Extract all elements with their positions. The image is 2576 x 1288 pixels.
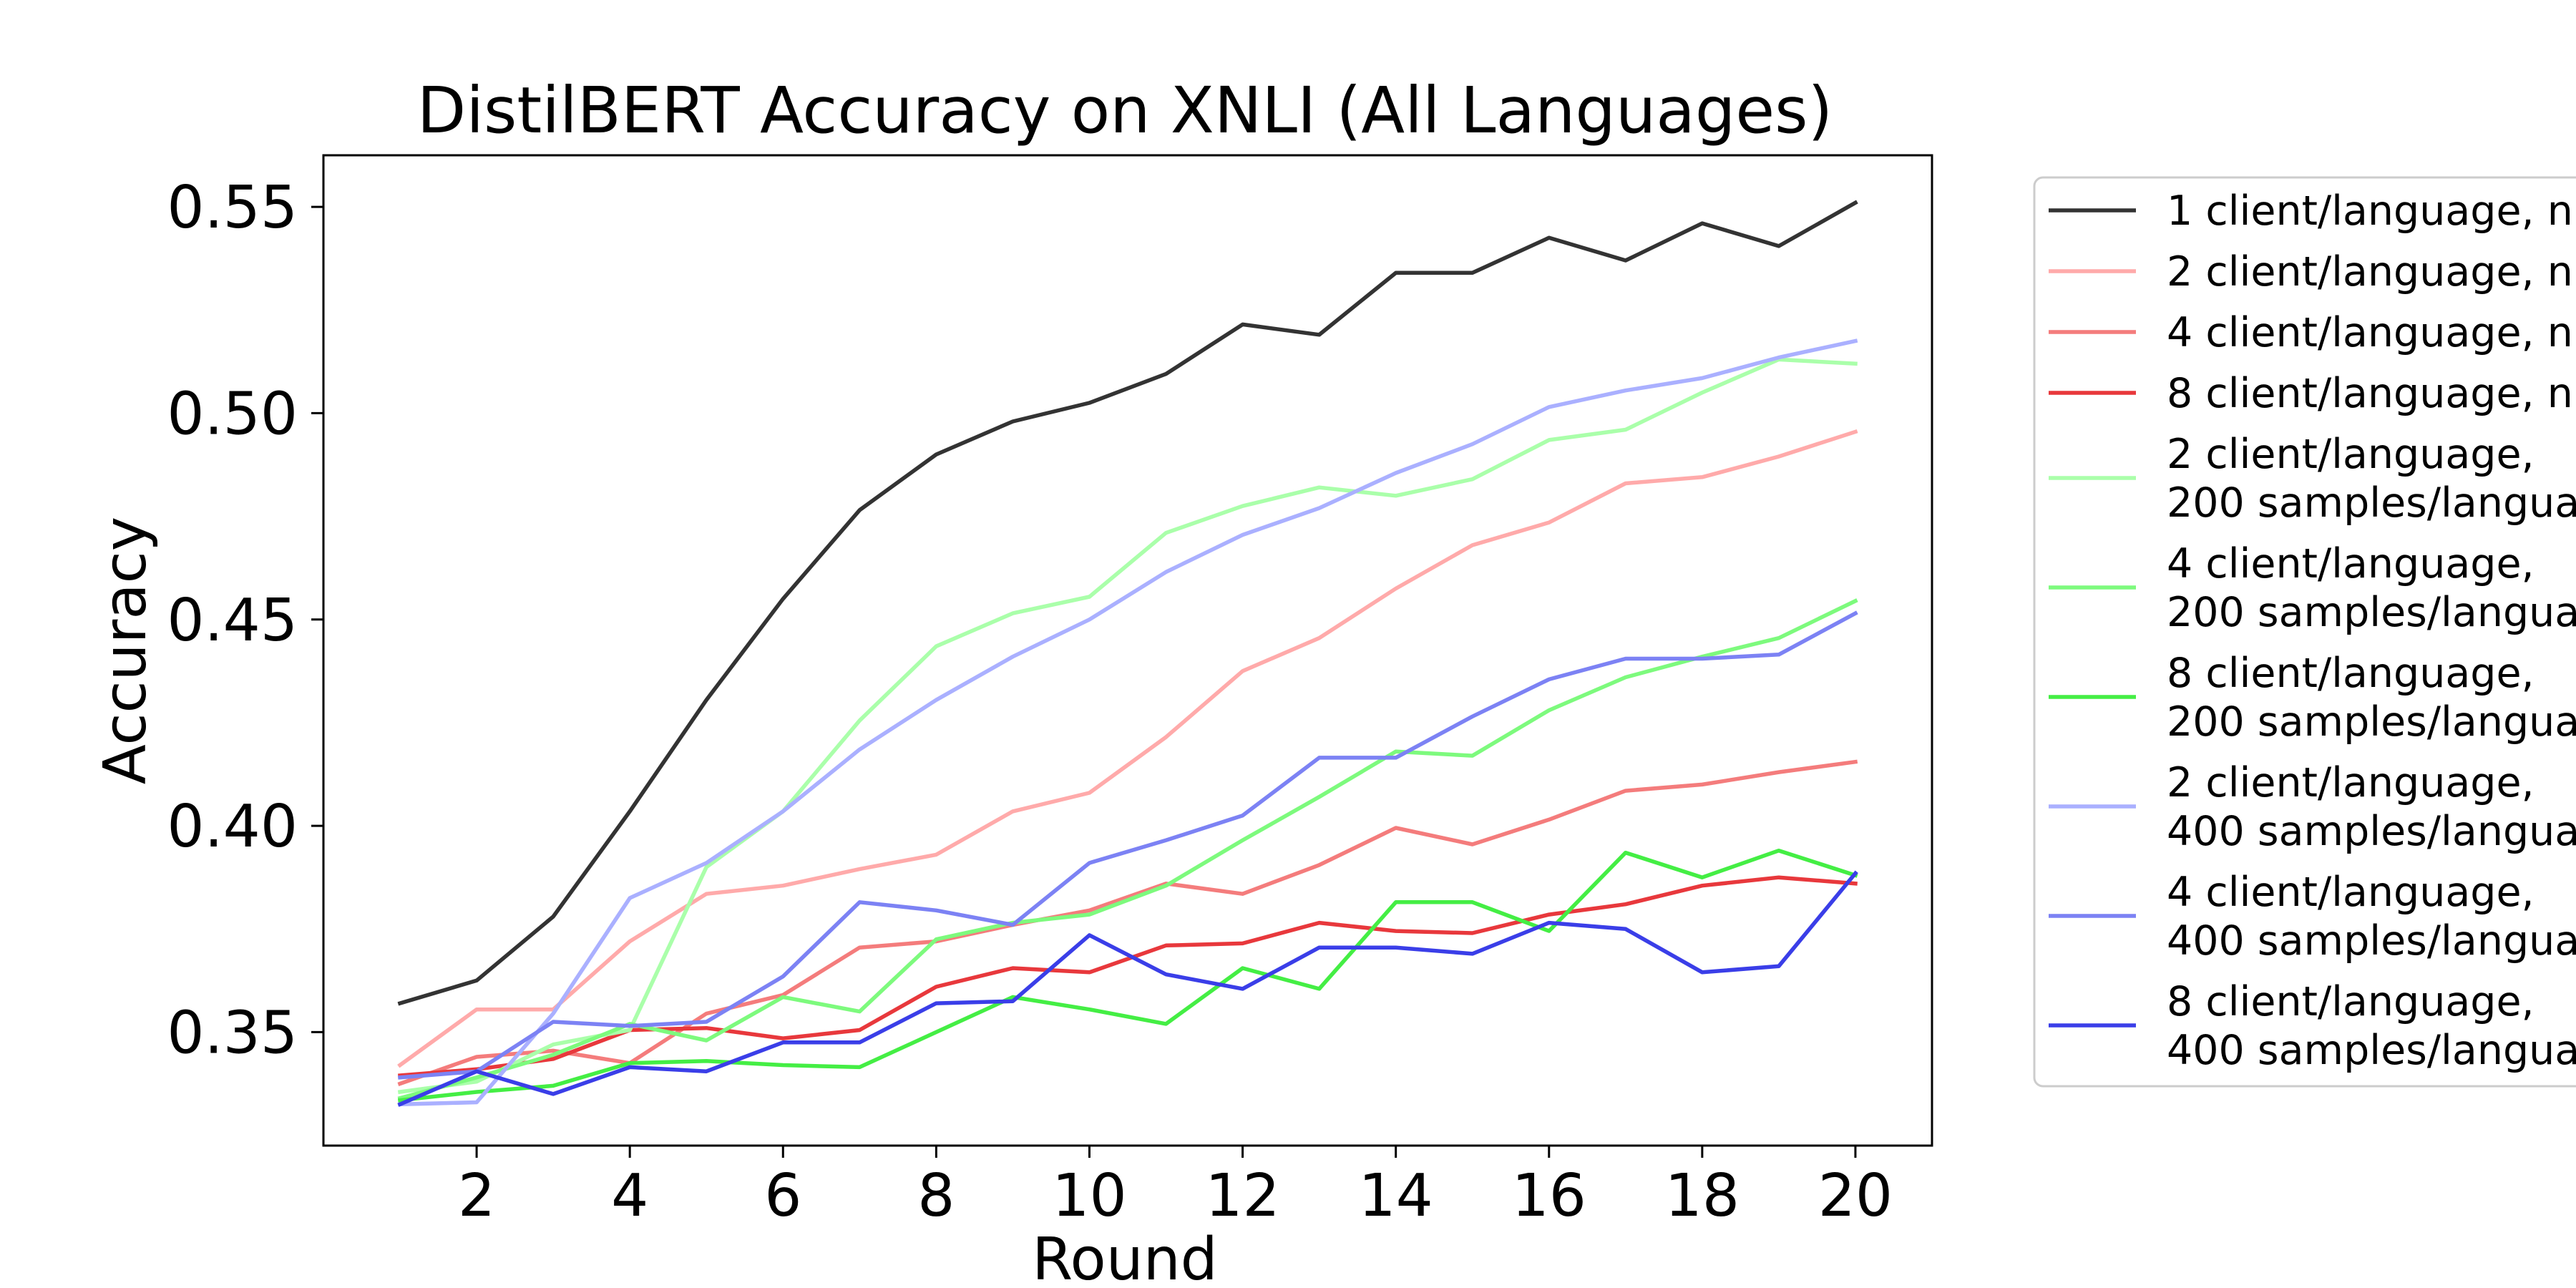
series-line-2 [397, 429, 1858, 1068]
legend-label-8: 2 client/language, 400 samples/langua [2167, 759, 2576, 855]
x-tick-label: 18 [1665, 1162, 1740, 1230]
x-tick-label: 12 [1205, 1162, 1279, 1230]
plot-area-frame [322, 154, 1933, 1147]
y-tick-label: 0.35 [167, 999, 298, 1067]
legend-label-3: 4 client/language, n [2167, 309, 2573, 356]
legend-label-2: 2 client/language, n [2167, 248, 2573, 296]
x-axis-label: Round [1032, 1226, 1217, 1288]
series-line-9 [398, 610, 1858, 1080]
x-tick-label: 2 [458, 1162, 495, 1230]
series-line-8 [398, 338, 1858, 1107]
series-line-3 [397, 759, 1858, 1087]
legend-label-5: 2 client/language, 200 samples/langua [2167, 431, 2576, 527]
legend-label-9: 4 client/language, 400 samples/langua [2167, 869, 2576, 965]
x-tick-label: 4 [611, 1162, 648, 1230]
chart-title: DistilBERT Accuracy on XNLI (All Languag… [417, 73, 1833, 147]
legend-box [2033, 176, 2576, 1088]
y-tick-label: 0.40 [167, 793, 298, 861]
x-tick-label: 16 [1512, 1162, 1586, 1230]
x-tick-label: 6 [764, 1162, 801, 1230]
x-tick-label: 8 [917, 1162, 955, 1230]
legend: 1 client/language, n 2 client/language, n… [2033, 176, 2576, 1088]
series-line-1 [397, 200, 1858, 1006]
legend-label-1: 1 client/language, n [2167, 187, 2573, 235]
x-tick-label: 14 [1358, 1162, 1433, 1230]
series-line-4 [398, 875, 1858, 1078]
series-line-7 [397, 848, 1858, 1103]
y-tick-label: 0.55 [167, 174, 298, 242]
series-layer [397, 200, 1858, 1107]
x-tick-label: 20 [1818, 1162, 1893, 1230]
series-line-10 [397, 870, 1858, 1107]
y-tick-label: 0.45 [167, 587, 298, 655]
y-axis-ticks: 0.35 0.40 0.45 0.50 0.55 [167, 174, 323, 1067]
x-axis-ticks: 2 4 6 8 10 12 14 16 18 20 [458, 1146, 1893, 1230]
legend-label-10: 8 client/language, 400 samples/langua [2167, 978, 2576, 1074]
y-tick-label: 0.50 [167, 380, 298, 448]
series-line-5 [397, 357, 1858, 1095]
legend-label-4: 8 client/language, n [2167, 370, 2573, 417]
legend-label-6: 4 client/language, 200 samples/langua [2167, 540, 2576, 636]
x-tick-label: 10 [1052, 1162, 1126, 1230]
legend-label-7: 8 client/language, 200 samples/langua [2167, 650, 2576, 746]
y-axis-label: Accuracy [92, 517, 160, 784]
